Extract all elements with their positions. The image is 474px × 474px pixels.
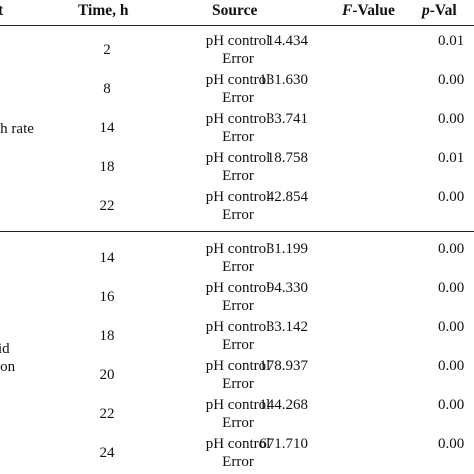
row-time: 24 bbox=[99, 445, 115, 461]
row-error: Error bbox=[222, 207, 254, 223]
row-f-value: 42.854 bbox=[266, 189, 308, 205]
row-error: Error bbox=[222, 51, 254, 67]
header-f-rest: -Value bbox=[352, 2, 395, 19]
header-f-italic: F bbox=[342, 2, 353, 19]
row-time: 16 bbox=[99, 289, 115, 305]
header-rule bbox=[0, 25, 474, 26]
row-f-value: 33.142 bbox=[266, 319, 308, 335]
header-factor: t bbox=[0, 2, 4, 19]
row-p-value: 0.00 bbox=[438, 72, 465, 88]
row-p-value: 0.00 bbox=[438, 319, 465, 335]
row-time: 8 bbox=[103, 81, 111, 97]
header-p-rest: -Val bbox=[429, 2, 457, 19]
row-error: Error bbox=[222, 259, 254, 275]
header-time: Time, h bbox=[78, 2, 129, 19]
row-time: 18 bbox=[99, 328, 115, 344]
row-source: pH control bbox=[205, 280, 271, 296]
row-f-value: 31.199 bbox=[266, 241, 308, 257]
group1-label: th rate bbox=[0, 121, 34, 137]
row-f-value: 14.434 bbox=[266, 33, 308, 49]
row-p-value: 0.00 bbox=[438, 189, 465, 205]
row-error: Error bbox=[222, 129, 254, 145]
row-error: Error bbox=[222, 454, 254, 470]
header-p-value: p-Val bbox=[422, 2, 457, 20]
row-p-value: 0.00 bbox=[438, 241, 465, 257]
row-time: 18 bbox=[99, 159, 115, 175]
row-time: 20 bbox=[99, 367, 115, 383]
group-divider bbox=[0, 231, 474, 232]
header-p-italic: p bbox=[422, 2, 430, 19]
group2-label-line2: ion bbox=[0, 359, 16, 375]
row-error: Error bbox=[222, 415, 254, 431]
row-source: pH control bbox=[205, 189, 271, 205]
row-source: pH control bbox=[205, 111, 271, 127]
header-source: Source bbox=[212, 2, 258, 19]
row-time: 2 bbox=[103, 42, 111, 58]
row-p-value: 0.00 bbox=[438, 111, 465, 127]
row-source: pH control bbox=[205, 33, 271, 49]
row-time: 14 bbox=[99, 120, 115, 136]
row-source: pH control bbox=[205, 436, 271, 452]
row-f-value: 131.630 bbox=[259, 72, 308, 88]
row-time: 14 bbox=[99, 250, 115, 266]
row-p-value: 0.01 bbox=[438, 33, 465, 49]
row-p-value: 0.00 bbox=[438, 280, 465, 296]
group2-label-line1: id bbox=[0, 341, 10, 357]
row-source: pH control bbox=[205, 397, 271, 413]
row-f-value: 144.268 bbox=[259, 397, 308, 413]
row-source: pH control bbox=[205, 72, 271, 88]
header-f-value: F-Value bbox=[342, 2, 395, 20]
row-error: Error bbox=[222, 168, 254, 184]
row-error: Error bbox=[222, 298, 254, 314]
row-f-value: 33.741 bbox=[266, 111, 308, 127]
row-p-value: 0.00 bbox=[438, 397, 465, 413]
row-f-value: 18.758 bbox=[266, 150, 308, 166]
row-error: Error bbox=[222, 337, 254, 353]
row-error: Error bbox=[222, 90, 254, 106]
row-f-value: 671.710 bbox=[259, 436, 308, 452]
row-error: Error bbox=[222, 376, 254, 392]
row-source: pH control bbox=[205, 150, 271, 166]
row-f-value: 94.330 bbox=[266, 280, 308, 296]
row-source: pH control bbox=[205, 241, 271, 257]
row-f-value: 178.937 bbox=[259, 358, 308, 374]
row-source: pH control bbox=[205, 358, 271, 374]
row-time: 22 bbox=[99, 406, 115, 422]
row-p-value: 0.00 bbox=[438, 358, 465, 374]
row-p-value: 0.01 bbox=[438, 150, 465, 166]
row-p-value: 0.00 bbox=[438, 436, 465, 452]
row-time: 22 bbox=[99, 198, 115, 214]
row-source: pH control bbox=[205, 319, 271, 335]
